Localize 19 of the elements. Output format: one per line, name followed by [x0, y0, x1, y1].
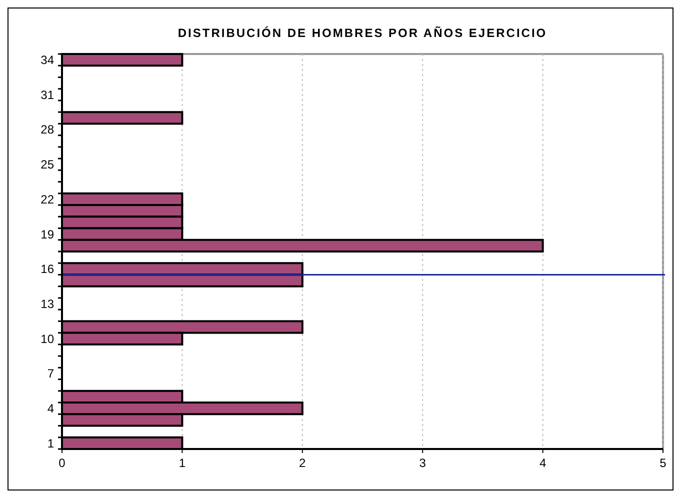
chart-title: DISTRIBUCIÓN DE HOMBRES POR AÑOS EJERCICIO: [178, 26, 548, 40]
x-tick-label: 2: [299, 456, 306, 470]
y-tick-label: 13: [40, 296, 54, 311]
y-tick-label: 19: [40, 227, 54, 242]
x-tick-label: 1: [178, 456, 186, 470]
y-tick-label: 34: [40, 53, 54, 68]
y-tick-label: 10: [40, 332, 54, 346]
y-tick-label: 1: [47, 436, 54, 450]
x-tick-label: 3: [419, 456, 426, 470]
y-tick-label: 22: [40, 192, 54, 206]
x-tick-label: 0: [58, 456, 66, 470]
x-tick-label: 4: [539, 456, 546, 470]
y-tick-label: 16: [40, 262, 54, 276]
y-tick-label: 28: [40, 122, 54, 137]
y-tick-label: 4: [47, 402, 54, 416]
y-tick-label: 25: [40, 158, 54, 172]
y-tick-label: 7: [47, 366, 54, 381]
y-tick-label: 31: [40, 88, 54, 102]
x-tick-label: 5: [660, 456, 667, 470]
